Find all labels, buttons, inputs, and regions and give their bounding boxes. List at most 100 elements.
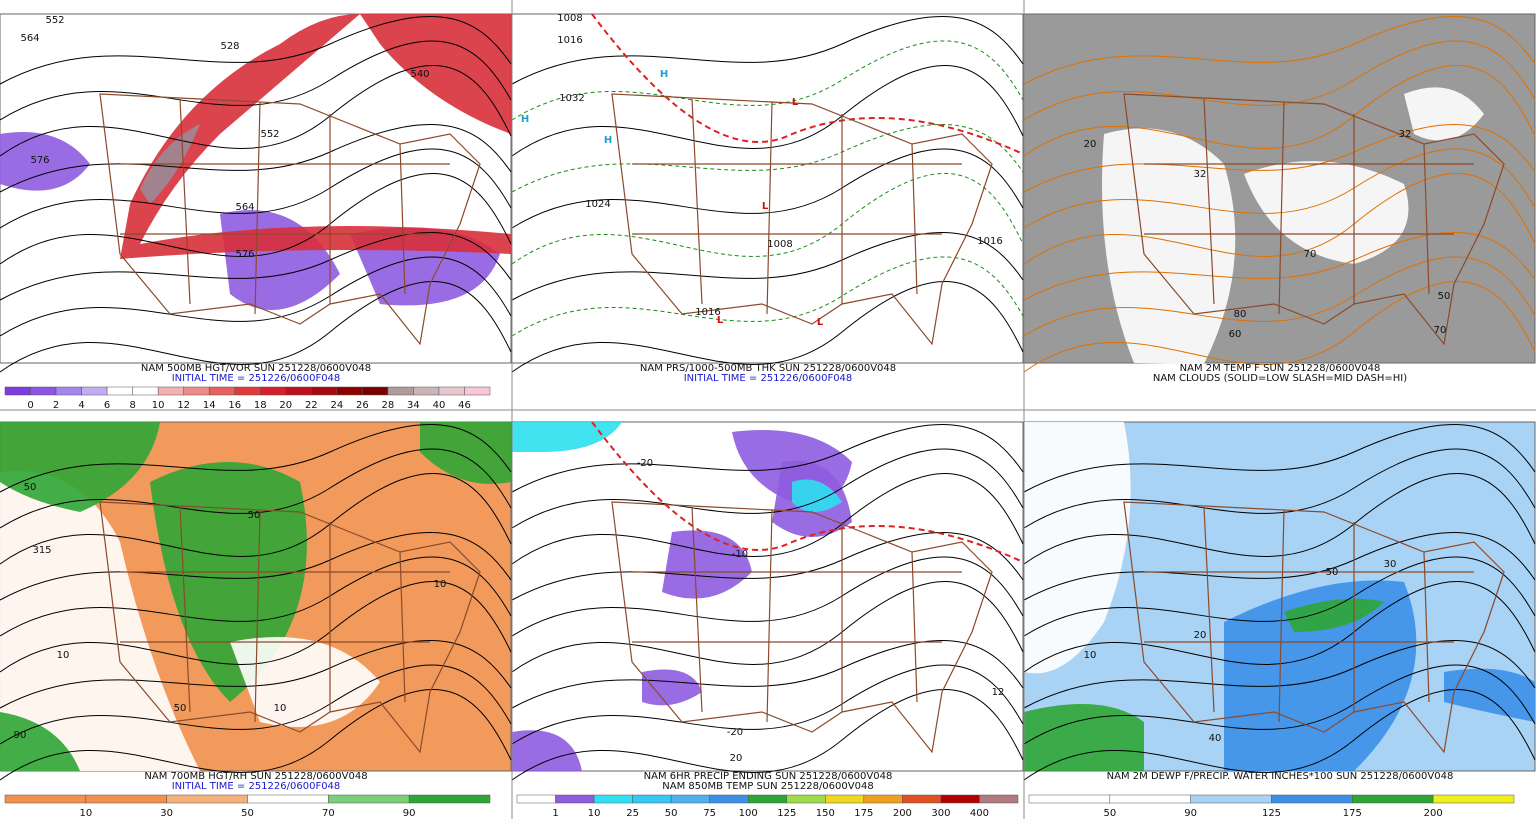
map-label: 576 xyxy=(30,155,49,166)
colorbar-label: 10 xyxy=(588,808,601,819)
colorbar-label: 26 xyxy=(356,400,369,411)
colorbar-label: 200 xyxy=(893,808,912,819)
colorbar-swatch xyxy=(166,794,248,804)
colorbar-swatch xyxy=(1432,794,1515,804)
colorbar-swatch xyxy=(362,386,389,396)
contour-line xyxy=(1023,531,1536,601)
contour-line xyxy=(1023,472,1536,565)
panel: 50 315 10 10 50 90 10 50 NAM 700MB HGT/RH SUN 25… xyxy=(0,421,512,819)
map-label: 50 xyxy=(24,482,37,493)
thickness-line xyxy=(591,13,1024,155)
colorbar-swatch xyxy=(132,386,159,396)
map-label: 1008 xyxy=(557,13,582,24)
colorbar-swatch xyxy=(285,386,312,396)
colorbar-swatch xyxy=(786,794,826,804)
colorbar-swatch xyxy=(408,794,491,804)
map-label: 528 xyxy=(220,41,239,52)
contour-line xyxy=(0,664,512,745)
contour-line xyxy=(511,688,1024,781)
colorbar-label: 50 xyxy=(241,808,254,819)
contour-line xyxy=(0,448,512,529)
map-label: 1008 xyxy=(767,239,792,250)
contour-line xyxy=(0,472,512,565)
shaded-area xyxy=(642,669,702,706)
contour-line xyxy=(1023,15,1536,85)
contour-line xyxy=(511,15,1024,85)
contour-line xyxy=(0,123,512,193)
contour-line xyxy=(0,231,512,301)
map-label: H xyxy=(604,135,612,146)
map-label: 540 xyxy=(410,69,429,80)
caption: NAM PRS/1000-500MB THK SUN 251228/0600V0… xyxy=(640,363,896,374)
colorbar-swatch xyxy=(940,794,980,804)
state-borders xyxy=(1123,93,1505,346)
colorbar-label: 40 xyxy=(433,400,446,411)
map: 50 315 10 10 50 90 10 50 xyxy=(0,421,512,781)
colorbar-label: 4 xyxy=(78,400,84,411)
contour-line xyxy=(511,580,1024,673)
contour-line xyxy=(0,172,512,265)
map-label: 12 xyxy=(992,687,1005,698)
contour-line xyxy=(1023,64,1536,157)
colorbar-label: 34 xyxy=(407,400,420,411)
contour-line xyxy=(511,64,1024,157)
map: 32 20 32 70 50 60 80 70 xyxy=(1023,13,1536,373)
colorbar-swatch xyxy=(328,794,410,804)
colorbar-label: 125 xyxy=(1262,808,1281,819)
colorbar-swatch xyxy=(247,794,329,804)
colorbar-swatch xyxy=(336,386,363,396)
map-label: -20 xyxy=(637,458,653,469)
map-label: 60 xyxy=(1229,329,1242,340)
map-label: L xyxy=(817,317,824,328)
colorbar-label: 150 xyxy=(816,808,835,819)
colorbar-swatch xyxy=(1271,794,1353,804)
colorbar-swatch xyxy=(4,794,87,804)
shaded-area xyxy=(0,132,90,191)
colorbar-label: 2 xyxy=(53,400,59,411)
map-label: 1016 xyxy=(977,236,1002,247)
colorbar-swatch xyxy=(825,794,865,804)
contour-line xyxy=(0,580,512,673)
shaded-area xyxy=(1024,422,1131,674)
caption: INITIAL TIME = 251226/0600F048 xyxy=(684,373,853,384)
map-label: 70 xyxy=(1434,325,1447,336)
panel: 552 564 528 576 552 564 576 540 NAM 500MB HGT/VO… xyxy=(0,13,512,411)
colorbar-swatch xyxy=(85,794,167,804)
map-label: H xyxy=(660,69,668,80)
map-label: 50 xyxy=(1326,567,1339,578)
colorbar-swatch xyxy=(30,386,57,396)
contour-line xyxy=(511,664,1024,745)
contour-line xyxy=(511,448,1024,529)
colorbar-swatch xyxy=(747,794,788,804)
colorbar-swatch xyxy=(1190,794,1272,804)
contour-line xyxy=(0,423,512,493)
colorbar-swatch xyxy=(81,386,108,396)
colorbar-swatch xyxy=(208,386,235,396)
map-label: 564 xyxy=(235,202,254,213)
map-label: 20 xyxy=(1084,139,1097,150)
colorbar-swatch xyxy=(260,386,287,396)
contour-line xyxy=(511,123,1024,193)
colorbar-label: 1 xyxy=(552,808,558,819)
contour-line xyxy=(1023,580,1536,673)
contour-line xyxy=(0,688,512,781)
colorbar-swatch xyxy=(555,794,595,804)
map-label: 20 xyxy=(1194,630,1207,641)
colorbar-label: 14 xyxy=(203,400,216,411)
colorbar-swatch xyxy=(863,794,903,804)
map-label: L xyxy=(717,315,724,326)
contour-line xyxy=(1023,40,1536,121)
colorbar-label: 75 xyxy=(703,808,716,819)
shaded-area xyxy=(512,730,582,771)
map-label: 20 xyxy=(730,753,743,764)
colorbar-swatch xyxy=(438,386,465,396)
contour-line xyxy=(1023,556,1536,637)
colorbar-swatch xyxy=(902,794,942,804)
caption: NAM CLOUDS (SOLID=LOW SLASH=MID DASH=HI) xyxy=(1153,373,1407,384)
contour-line xyxy=(511,556,1024,637)
contour-line xyxy=(0,40,512,121)
map-label: 10 xyxy=(434,579,447,590)
map: -20 -10 -20 20 12 xyxy=(511,421,1024,781)
contour-line xyxy=(1023,148,1536,229)
